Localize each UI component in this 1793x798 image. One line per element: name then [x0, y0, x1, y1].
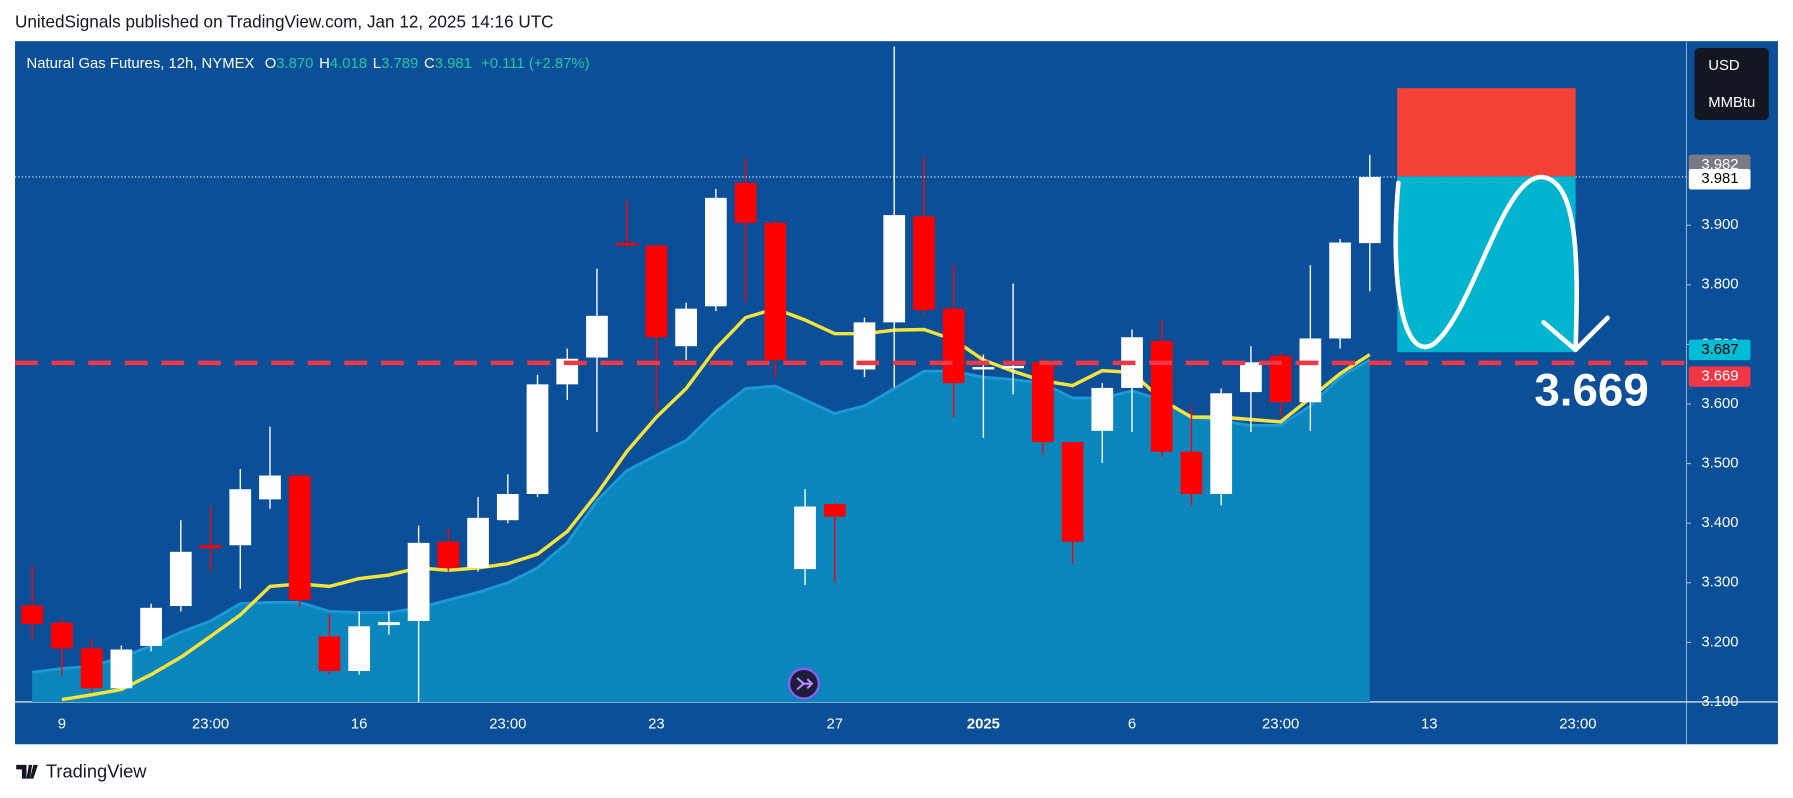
- price-tag-label: 3.687: [1701, 342, 1738, 358]
- candle-body: [645, 245, 668, 338]
- logo-mark: [16, 764, 38, 779]
- legend-title: Natural Gas Futures, 12h, NYMEX: [26, 56, 254, 72]
- price-tag-label: 3.982: [1701, 157, 1738, 173]
- currency-box: [1694, 48, 1769, 121]
- candle-body: [169, 551, 192, 607]
- candle-body: [229, 489, 252, 546]
- candle-body: [80, 648, 103, 689]
- legend-value: 3.789: [381, 56, 418, 72]
- candle-body: [675, 308, 697, 347]
- arrow-head: [1541, 315, 1610, 353]
- candle-body: [1150, 340, 1173, 452]
- y-tick-label: 3.400: [1701, 515, 1738, 531]
- x-tick-label: 16: [351, 717, 368, 733]
- x-tick-label: 23: [648, 717, 665, 733]
- stop-zone: [1397, 88, 1576, 177]
- plot-area: [15, 46, 1687, 702]
- x-tick-label: 23:00: [1559, 717, 1596, 733]
- candle-body: [913, 216, 935, 310]
- x-tick-label: 27: [826, 717, 843, 733]
- candle-body: [348, 626, 371, 671]
- candle-body: [526, 384, 549, 494]
- currency-label: USD: [1708, 58, 1740, 74]
- legend-value: 4.018: [330, 56, 367, 72]
- price-tag-label: 3.981: [1701, 171, 1738, 187]
- y-tick-label: 3.600: [1701, 396, 1738, 412]
- candle-body: [199, 545, 222, 549]
- x-tick-label: 23:00: [192, 717, 229, 733]
- candle-body: [1091, 387, 1114, 431]
- candle-body: [140, 607, 162, 646]
- candle-body: [586, 315, 608, 358]
- y-tick-label: 3.800: [1701, 277, 1738, 293]
- x-tick-label: 6: [1128, 717, 1136, 733]
- price-tag: [1688, 366, 1751, 387]
- candle-body: [467, 517, 489, 568]
- drawn-arrow: [1393, 174, 1579, 351]
- area-fill: [32, 359, 1370, 702]
- candle-body: [1210, 393, 1233, 494]
- y-tick-label: 3.100: [1701, 694, 1738, 710]
- candle-body: [972, 367, 995, 370]
- candle-body: [318, 636, 341, 671]
- candle-body: [1002, 365, 1024, 369]
- candle-body: [259, 475, 281, 500]
- candle-body: [853, 322, 876, 370]
- legend-key: H: [319, 56, 330, 72]
- legend-value: 3.870: [276, 56, 313, 72]
- candle-body: [51, 622, 73, 649]
- overlay: [787, 174, 1610, 700]
- legend: Natural Gas Futures, 12h, NYMEX O3.870 H4.…: [26, 56, 589, 72]
- y-tick-label: 3.900: [1701, 217, 1738, 233]
- x-tick-label: 23:00: [1262, 717, 1299, 733]
- x-tick-label: 13: [1421, 717, 1438, 733]
- candle-body: [378, 622, 400, 626]
- legend-key: C: [424, 56, 435, 72]
- y-tick-label: 3.300: [1701, 575, 1738, 591]
- price-tag: [1688, 168, 1751, 190]
- candle-body: [764, 222, 787, 360]
- x-tick-label: 23:00: [489, 717, 526, 733]
- level-annotation: 3.669: [1534, 364, 1648, 415]
- legend-key: O: [265, 56, 277, 72]
- candle-body: [1269, 355, 1292, 403]
- candle-body: [437, 541, 460, 568]
- price-tag-label: 3.669: [1701, 369, 1738, 385]
- candle-body: [823, 504, 846, 517]
- event-icon-arrow: [796, 677, 814, 691]
- candle-body: [407, 542, 430, 621]
- candle-body: [883, 215, 906, 323]
- candle-body: [1299, 338, 1322, 403]
- x-tick-label: 2025: [967, 717, 1000, 733]
- tradingview-logo: [16, 764, 38, 779]
- candle-body: [734, 182, 757, 223]
- brand-name: TradingView: [46, 761, 147, 782]
- candle-body: [1240, 362, 1262, 393]
- candle-body: [794, 506, 816, 570]
- candle-body: [942, 308, 965, 384]
- legend-key: L: [373, 56, 381, 72]
- legend-value: 3.981: [435, 56, 472, 72]
- candle-body: [705, 197, 727, 307]
- candle-body: [496, 493, 519, 521]
- candle-body: [1031, 362, 1054, 443]
- candle-body: [288, 475, 311, 601]
- candle-body: [1329, 242, 1351, 339]
- y-tick-label: 3.500: [1701, 456, 1738, 472]
- candle-body: [615, 243, 638, 246]
- x-tick-label: 9: [58, 717, 66, 733]
- y-tick-label: 3.200: [1701, 634, 1738, 650]
- price-tag: [1688, 339, 1751, 361]
- area-line: [32, 358, 1371, 674]
- publish-header: UnitedSignals published on TradingView.c…: [15, 11, 554, 31]
- candle-body: [1180, 451, 1203, 494]
- candle-body: [1358, 176, 1381, 244]
- legend-change: +0.111 (+2.87%): [481, 56, 590, 72]
- candle-body: [110, 649, 133, 689]
- candle-body: [1061, 442, 1084, 542]
- candle-body: [21, 605, 44, 624]
- unit-label: MMBtu: [1708, 95, 1755, 111]
